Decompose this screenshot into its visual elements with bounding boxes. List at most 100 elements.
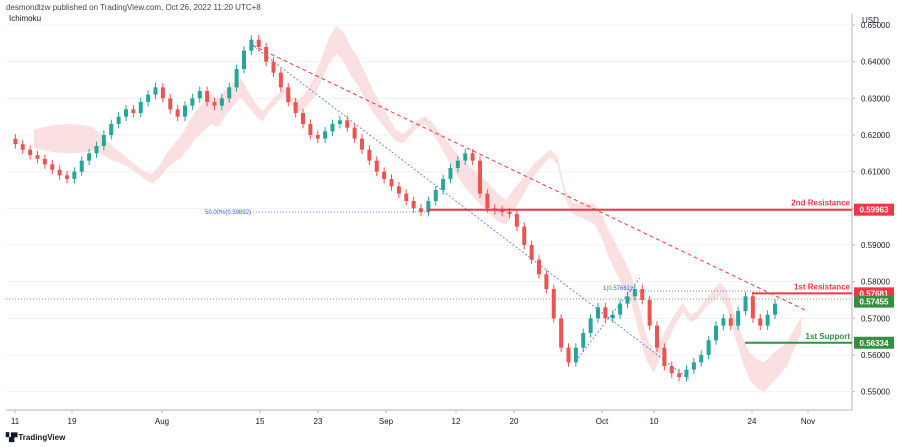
candle — [522, 226, 527, 245]
x-tick-label: Aug — [155, 417, 169, 426]
candle — [721, 318, 726, 326]
drawings: 50.00%(0.59892) 1(0.57681) — [6, 44, 852, 381]
candle — [640, 289, 645, 300]
candle — [101, 135, 106, 146]
candle — [337, 120, 342, 124]
candle — [352, 127, 357, 139]
fib-label-1: 1(0.57681) — [603, 286, 632, 292]
candle — [28, 149, 33, 156]
candle — [153, 87, 158, 95]
x-tick-label: Oct — [596, 417, 609, 426]
candle — [419, 208, 423, 212]
candle — [242, 50, 246, 69]
x-tick-label: 12 — [452, 417, 461, 426]
candle — [293, 102, 298, 113]
candle — [736, 311, 741, 326]
downtrend-line — [251, 44, 806, 311]
candle — [603, 307, 608, 319]
candle — [743, 296, 748, 311]
current-price-label: 0.57455 — [860, 298, 889, 307]
candle — [625, 296, 630, 304]
candle — [411, 201, 416, 209]
candle — [544, 274, 549, 289]
candle — [573, 347, 578, 363]
x-tick-label: 19 — [68, 417, 77, 426]
candle — [367, 149, 372, 161]
price-tag-label: 0.57681 — [860, 289, 889, 298]
candle — [308, 124, 313, 135]
candle — [65, 175, 69, 179]
current-price-tag — [854, 295, 894, 308]
x-tick-label: Nov — [801, 417, 815, 426]
candle — [205, 91, 210, 102]
candle — [581, 333, 586, 348]
candle — [773, 303, 777, 315]
candle — [463, 153, 468, 161]
candle — [426, 201, 431, 212]
candle — [507, 212, 512, 214]
candle — [765, 314, 770, 326]
x-tick-label: 15 — [256, 417, 265, 426]
candle — [212, 102, 217, 106]
candle — [758, 318, 763, 326]
publisher-line: desmondlzw published on TradingView.com,… — [6, 3, 261, 12]
y-tick-label: 0.64000 — [861, 58, 890, 67]
candle — [655, 325, 659, 348]
candle — [396, 186, 401, 194]
x-tick-label: 10 — [650, 417, 659, 426]
candle — [691, 362, 696, 370]
candle — [168, 98, 173, 110]
y-tick-label: 0.57000 — [861, 314, 890, 323]
candle — [286, 87, 291, 102]
candle — [160, 87, 165, 99]
candle — [750, 296, 755, 319]
candle — [94, 146, 99, 154]
y-tick-label: 0.56000 — [861, 351, 890, 360]
candle — [219, 98, 224, 106]
candle — [500, 210, 505, 212]
candle — [278, 72, 283, 88]
candle — [146, 94, 151, 102]
candle — [87, 153, 92, 161]
candle — [714, 325, 718, 341]
candle — [271, 61, 276, 73]
fib-label-50: 50.00%(0.59892) — [205, 210, 251, 216]
candle — [684, 369, 689, 377]
candle — [441, 179, 446, 190]
y-tick-label: 0.65000 — [861, 21, 890, 30]
price-tag — [854, 203, 894, 216]
indicator-label: Ichimoku — [9, 14, 41, 23]
channel-line-lower — [577, 277, 641, 359]
candle — [138, 102, 143, 113]
candle — [360, 138, 364, 150]
candle — [20, 144, 25, 150]
candle — [330, 124, 335, 132]
candle — [374, 160, 379, 172]
x-tick-label: 11 — [11, 417, 20, 426]
candle — [433, 190, 438, 201]
price-series — [13, 35, 777, 382]
level-label: 1st Support — [806, 332, 851, 341]
candle — [478, 160, 482, 194]
candle — [404, 193, 409, 201]
candle — [183, 105, 187, 117]
candle — [109, 124, 114, 135]
candle — [345, 120, 350, 128]
candle — [588, 318, 593, 333]
candle — [669, 366, 674, 374]
channel-line-upper — [251, 44, 691, 381]
y-tick-label: 0.61000 — [861, 168, 890, 177]
candle — [485, 193, 490, 209]
candle — [249, 39, 254, 51]
price-tag — [854, 336, 894, 349]
candle — [514, 213, 519, 227]
level-label: 1st Resistance — [794, 282, 851, 291]
x-tick-label: 20 — [510, 417, 519, 426]
candle — [227, 87, 232, 99]
candle — [470, 153, 475, 161]
candle — [190, 98, 195, 106]
tradingview-logo[interactable]: ▚▛ TradingView — [6, 433, 65, 442]
levels: 2nd Resistance 0.59963 1st Resistance 0.576… — [428, 199, 894, 349]
candle — [57, 169, 62, 176]
